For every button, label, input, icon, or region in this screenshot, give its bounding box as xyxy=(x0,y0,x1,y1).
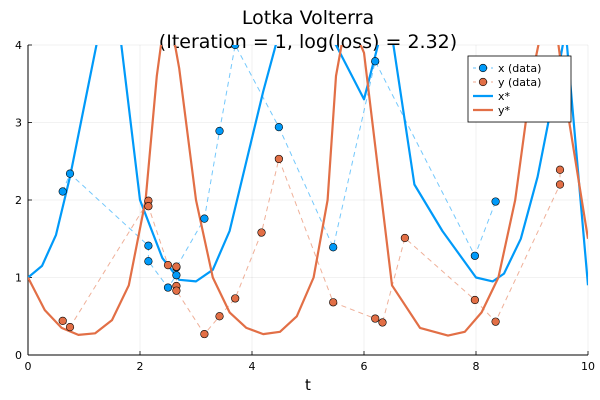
x-tick-label: 8 xyxy=(473,360,480,373)
axes: 0 2 4 6 8 10 0 1 2 3 4 xyxy=(15,39,595,373)
legend-label: x* xyxy=(498,90,511,103)
series-line-3 xyxy=(28,45,588,337)
data-point xyxy=(491,197,500,206)
data-point xyxy=(65,169,75,178)
data-point xyxy=(400,233,409,243)
legend-marker xyxy=(478,63,488,73)
data-point xyxy=(274,123,283,132)
chart-title: Lotka Volterra xyxy=(242,7,374,29)
data-point xyxy=(144,257,153,266)
x-tick-label: 2 xyxy=(137,360,144,373)
data-point xyxy=(200,329,209,339)
data-point xyxy=(231,294,240,303)
data-point xyxy=(329,243,338,252)
x-axis-label: t xyxy=(305,376,311,394)
data-point xyxy=(231,45,240,50)
legend-label: y* xyxy=(498,104,511,117)
legend: x (data)y (data)x*y* xyxy=(467,55,572,123)
x-tick-label: 4 xyxy=(249,360,256,373)
data-point xyxy=(491,317,500,326)
x-tick-label: 10 xyxy=(581,360,595,373)
legend-label: x (data) xyxy=(498,62,541,75)
y-tick-label: 4 xyxy=(15,39,22,52)
data-point xyxy=(470,251,479,260)
data-point xyxy=(215,126,224,136)
data-point xyxy=(257,228,266,237)
data-point xyxy=(470,295,479,305)
data-point xyxy=(58,187,67,196)
data-point xyxy=(555,180,565,189)
data-point xyxy=(163,261,173,270)
data-point xyxy=(200,214,209,223)
scatter-connector-1 xyxy=(62,157,561,335)
scatter-connector-0 xyxy=(62,45,497,289)
data-point xyxy=(144,241,153,250)
y-tick-label: 2 xyxy=(15,194,22,207)
x-tick-label: 6 xyxy=(361,360,368,373)
data-point xyxy=(329,298,338,307)
data-point xyxy=(172,286,181,295)
y-tick-label: 1 xyxy=(15,272,22,285)
data-point xyxy=(371,57,380,66)
y-tick-label: 3 xyxy=(15,117,22,130)
plot-area xyxy=(28,45,588,339)
data-point xyxy=(274,154,283,164)
data-point xyxy=(163,283,173,292)
series-line-2 xyxy=(28,45,588,286)
data-point xyxy=(555,165,565,174)
legend-marker xyxy=(478,77,488,87)
data-point xyxy=(172,271,181,280)
data-point xyxy=(144,202,153,211)
data-point xyxy=(378,318,387,327)
chart-subtitle: (Iteration = 1, log(loss) = 2.32) xyxy=(159,31,457,53)
data-point xyxy=(215,312,224,321)
data-point xyxy=(65,323,75,332)
y-tick-label: 0 xyxy=(15,349,22,362)
x-tick-label: 0 xyxy=(25,360,32,373)
data-point xyxy=(58,316,67,326)
data-point xyxy=(371,314,380,323)
data-point xyxy=(172,262,181,271)
legend-label: y (data) xyxy=(498,76,541,89)
